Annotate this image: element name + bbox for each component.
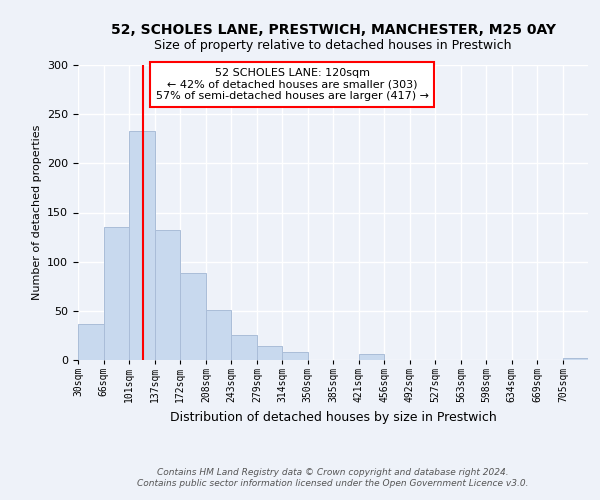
Bar bbox=[206, 310, 231, 360]
Text: 52 SCHOLES LANE: 120sqm
← 42% of detached houses are smaller (303)
57% of semi-d: 52 SCHOLES LANE: 120sqm ← 42% of detache… bbox=[156, 68, 428, 101]
Bar bbox=[359, 354, 384, 360]
Bar bbox=[563, 358, 588, 360]
Text: 52, SCHOLES LANE, PRESTWICH, MANCHESTER, M25 0AY: 52, SCHOLES LANE, PRESTWICH, MANCHESTER,… bbox=[110, 22, 556, 36]
Bar bbox=[282, 352, 308, 360]
Bar bbox=[180, 274, 206, 360]
Bar bbox=[78, 324, 104, 360]
Y-axis label: Number of detached properties: Number of detached properties bbox=[32, 125, 41, 300]
X-axis label: Distribution of detached houses by size in Prestwich: Distribution of detached houses by size … bbox=[170, 410, 496, 424]
Bar bbox=[104, 227, 129, 360]
Bar bbox=[129, 131, 155, 360]
Text: Size of property relative to detached houses in Prestwich: Size of property relative to detached ho… bbox=[154, 39, 512, 52]
Text: Contains HM Land Registry data © Crown copyright and database right 2024.
Contai: Contains HM Land Registry data © Crown c… bbox=[137, 468, 529, 487]
Bar bbox=[231, 336, 257, 360]
Bar bbox=[155, 230, 180, 360]
Bar bbox=[257, 346, 282, 360]
